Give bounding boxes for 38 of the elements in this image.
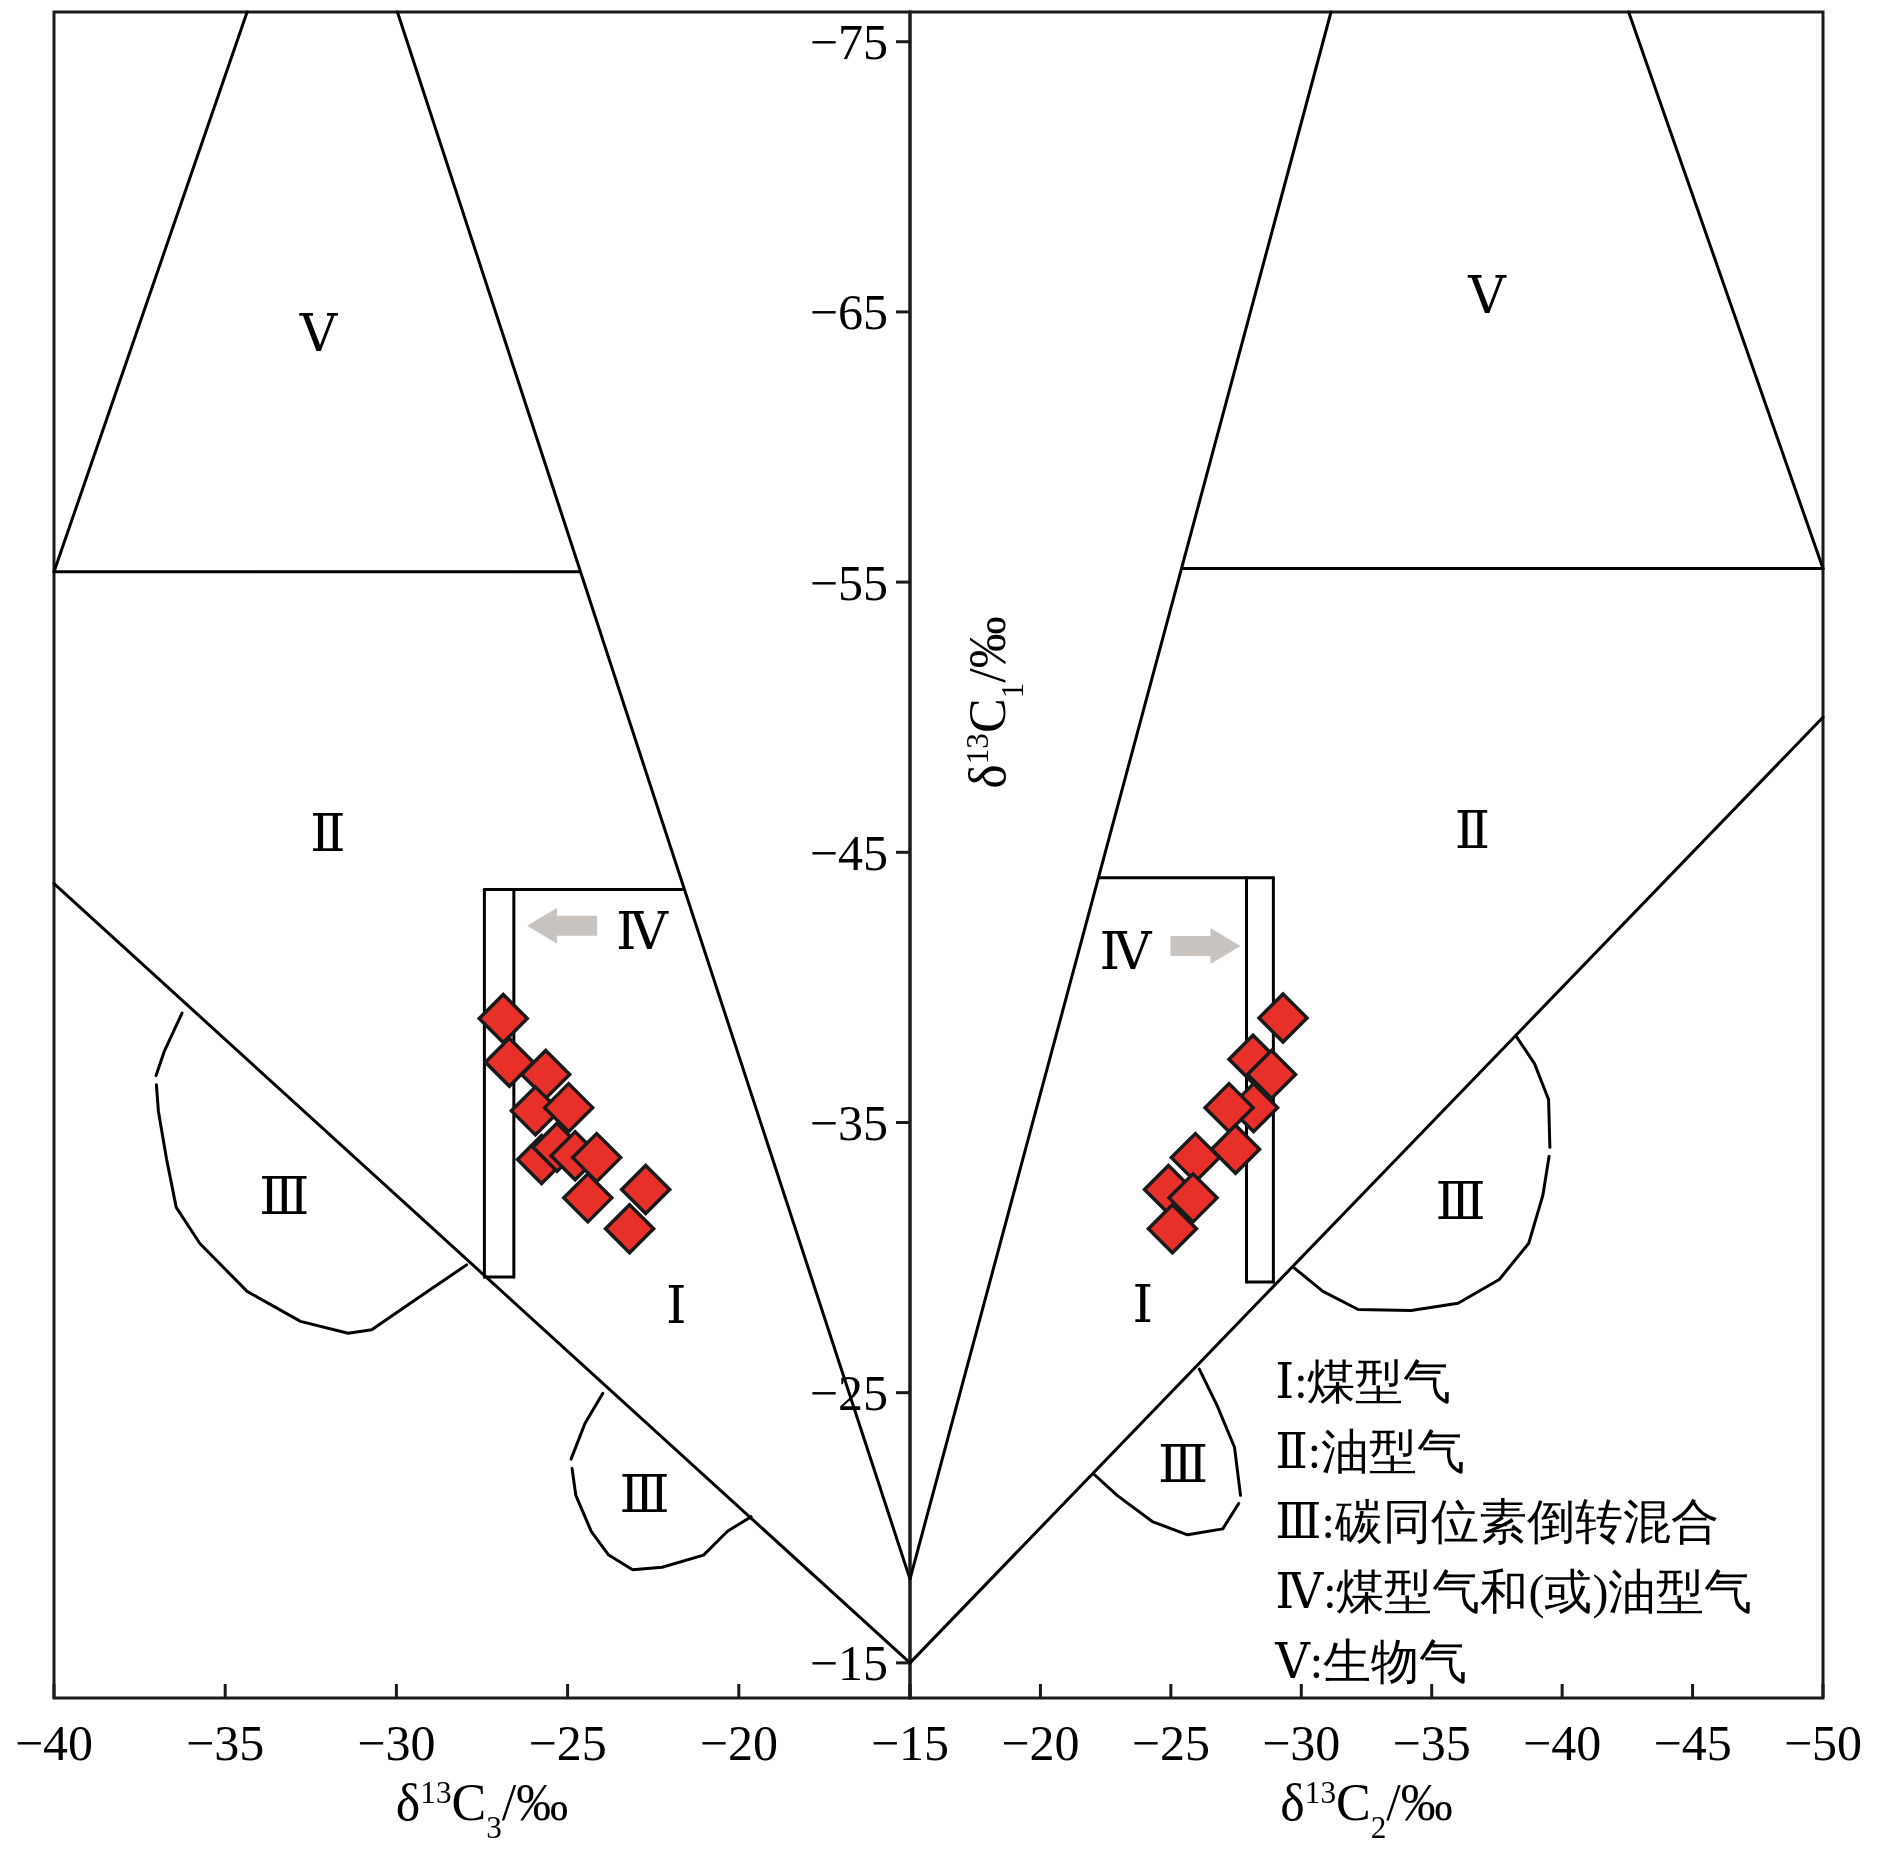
annotation: Ⅱ:油型气 [1275,1425,1466,1478]
x-tick-label: −35 [1392,1715,1471,1771]
x-axis-title: δ$^{13}$C$_{3}$/‰ [395,1774,569,1845]
x-tick-label: −35 [186,1715,265,1771]
annotation: Ⅴ [1467,267,1508,325]
y-tick-label: −35 [809,1094,888,1151]
annotation: Ⅳ:煤型气和(或)油型气 [1275,1565,1753,1619]
annotation: Ⅳ [616,903,670,961]
x-axis-title: δ$^{13}$C$_{2}$/‰ [1280,1774,1453,1845]
x-tick-label: −25 [1131,1715,1210,1771]
x-tick-label: −45 [1653,1715,1732,1771]
annotation: Ⅱ [1454,801,1491,859]
y-tick-label: −75 [809,14,888,71]
annotation: Ⅰ [1132,1275,1154,1333]
y-tick-label: −65 [809,284,888,341]
y-tick-label: −15 [809,1635,888,1692]
annotation: Ⅲ [259,1167,310,1225]
x-tick-label: −20 [1001,1715,1080,1771]
annotation: Ⅴ:生物气 [1274,1635,1468,1688]
annotation: Ⅲ [1157,1435,1209,1493]
x-tick-label: −30 [1262,1715,1341,1771]
annotation: Ⅱ [310,805,346,863]
annotation: Ⅳ [1099,923,1153,981]
y-tick-label: −45 [809,824,888,881]
y-tick-label: −55 [809,554,888,611]
annotation: Ⅲ [619,1466,670,1524]
annotation: Ⅴ [298,304,339,362]
annotation: Ⅲ:碳同位素倒转混合 [1275,1495,1719,1548]
x-tick-label: −20 [699,1715,778,1771]
x-tick-label: −50 [1783,1715,1863,1771]
x-tick-label: −40 [14,1715,94,1771]
x-tick-label: −25 [528,1715,607,1771]
annotation: Ⅰ:煤型气 [1275,1355,1452,1408]
x-tick-label: −30 [357,1715,436,1771]
x-tick-label: −15 [870,1715,950,1771]
annotation: Ⅲ [1435,1172,1486,1230]
annotation: Ⅰ [666,1277,687,1335]
x-tick-label: −40 [1523,1715,1602,1771]
